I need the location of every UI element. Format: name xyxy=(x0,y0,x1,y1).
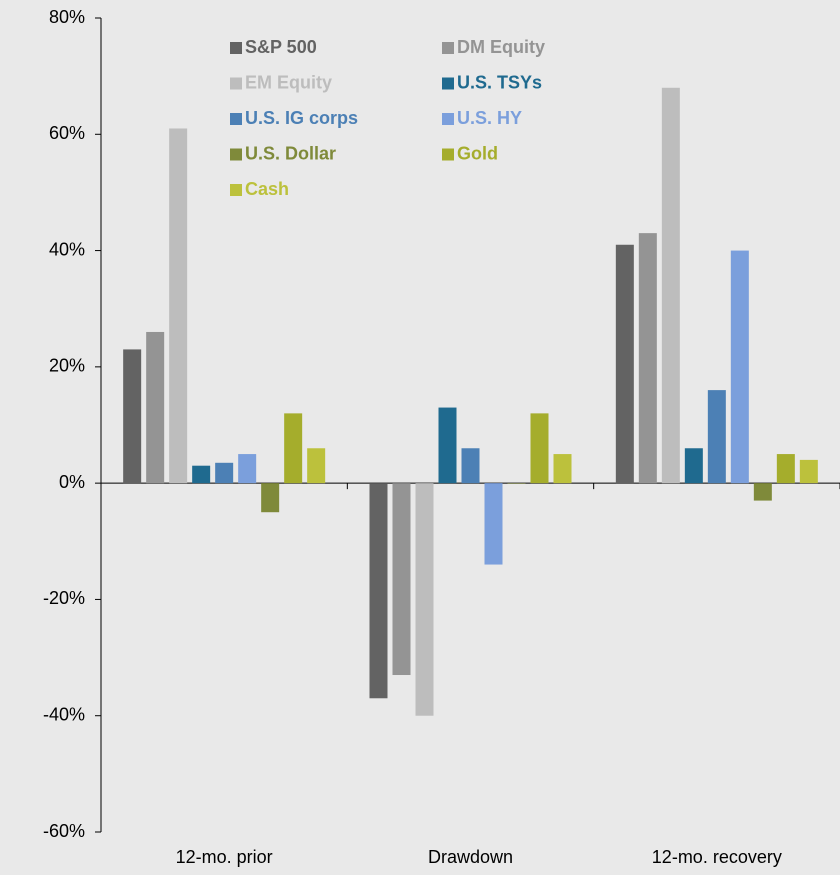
bar xyxy=(707,390,726,484)
legend-swatch xyxy=(230,42,242,54)
y-tick-label: 60% xyxy=(49,123,85,143)
legend-label: EM Equity xyxy=(245,72,332,92)
bar xyxy=(507,483,526,484)
bar xyxy=(730,250,749,484)
legend-label: U.S. Dollar xyxy=(245,143,336,163)
bar xyxy=(192,465,211,484)
bar xyxy=(307,448,326,484)
x-tick-label: 12-mo. prior xyxy=(176,847,273,867)
y-tick-label: -60% xyxy=(43,821,85,841)
legend-label: S&P 500 xyxy=(245,37,317,57)
legend-swatch xyxy=(230,184,242,196)
legend-label: U.S. TSYs xyxy=(457,72,542,92)
x-tick-label: Drawdown xyxy=(428,847,513,867)
bar xyxy=(123,349,142,484)
bar xyxy=(753,483,772,501)
bar xyxy=(438,407,457,484)
bar xyxy=(615,244,634,484)
x-tick-label: 12-mo. recovery xyxy=(652,847,782,867)
legend-swatch xyxy=(230,113,242,125)
bar xyxy=(238,454,257,484)
y-tick-label: 20% xyxy=(49,356,85,376)
legend-swatch xyxy=(442,113,454,125)
bar xyxy=(284,413,303,484)
bar xyxy=(776,454,795,484)
bar xyxy=(261,483,280,513)
legend-swatch xyxy=(230,77,242,90)
bar xyxy=(799,459,818,484)
bar xyxy=(146,331,165,484)
bar xyxy=(215,462,234,484)
legend-swatch xyxy=(230,148,242,161)
bar xyxy=(484,483,503,565)
y-tick-label: 0% xyxy=(59,472,85,492)
legend-swatch xyxy=(442,77,454,90)
legend-label: DM Equity xyxy=(457,37,545,57)
legend-label: Cash xyxy=(245,179,289,199)
legend-swatch xyxy=(442,42,454,54)
legend-swatch xyxy=(442,148,454,161)
legend-label: U.S. HY xyxy=(457,108,522,128)
bar xyxy=(415,483,434,716)
y-tick-label: -20% xyxy=(43,588,85,608)
bar xyxy=(661,87,680,484)
bar xyxy=(638,233,657,484)
bar xyxy=(392,483,411,676)
legend-label: U.S. IG corps xyxy=(245,108,358,128)
y-tick-label: 80% xyxy=(49,7,85,27)
y-tick-label: 40% xyxy=(49,239,85,259)
legend-label: Gold xyxy=(457,143,498,163)
bar xyxy=(369,483,388,699)
bar xyxy=(530,413,549,484)
bar xyxy=(553,454,572,484)
bar xyxy=(684,448,703,484)
y-tick-label: -40% xyxy=(43,704,85,724)
bar xyxy=(169,128,188,484)
bar xyxy=(461,448,480,484)
